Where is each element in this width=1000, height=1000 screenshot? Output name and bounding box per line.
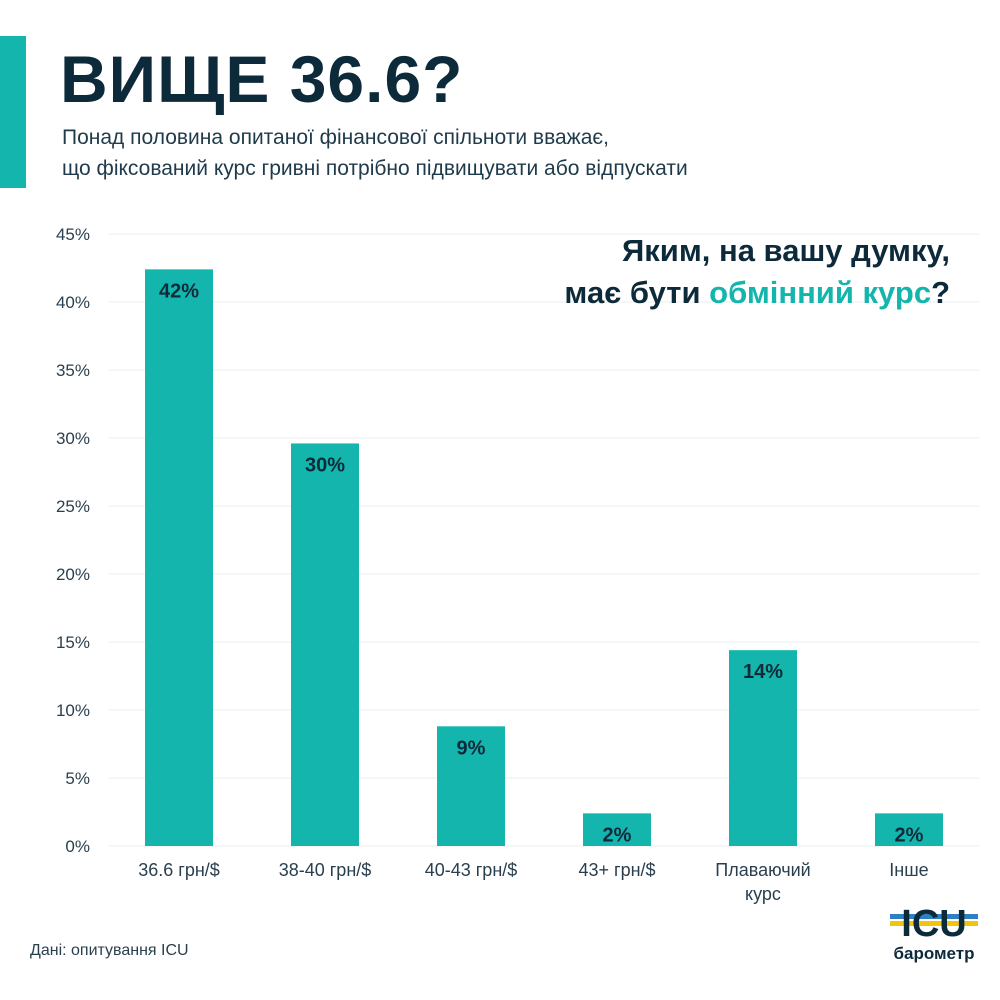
x-tick-label: курс: [745, 884, 781, 904]
question-line-2: має бути обмінний курс?: [564, 272, 950, 314]
x-tick-label: 43+ грн/$: [578, 860, 655, 880]
bar-value-label: 14%: [743, 661, 783, 683]
bar-value-label: 42%: [159, 280, 199, 302]
accent-bar: [0, 36, 26, 188]
logo-mark-text: ICU: [901, 903, 966, 942]
bar-value-label: 30%: [305, 454, 345, 476]
x-axis-labels: 36.6 грн/$ 38-40 грн/$ 40-43 грн/$ 43+ грн/…: [138, 860, 928, 904]
icu-logo-mark-icon: ICU: [890, 903, 978, 942]
page-title: ВИЩЕ 36.6?: [60, 42, 464, 116]
y-tick-label: 0%: [65, 837, 90, 856]
bar-value-label: 9%: [457, 737, 486, 759]
subtitle-line-2: що фіксований курс гривні потрібно підви…: [62, 157, 688, 180]
chart-question: Яким, на вашу думку, має бути обмінний к…: [564, 230, 950, 314]
y-tick-label: 40%: [56, 293, 90, 312]
x-tick-label: Плаваючий: [715, 860, 810, 880]
logo-caption: барометр: [893, 944, 975, 963]
question-line-1: Яким, на вашу думку,: [621, 233, 950, 268]
bar: [291, 443, 359, 846]
bar: [875, 813, 943, 846]
bar-value-label: 2%: [603, 824, 632, 846]
x-tick-label: 38-40 грн/$: [279, 860, 372, 880]
y-tick-label: 5%: [65, 769, 90, 788]
y-tick-label: 10%: [56, 701, 90, 720]
bars: 42% 30% 9% 2% 14% 2%: [145, 269, 943, 846]
x-tick-label: 40-43 грн/$: [425, 860, 518, 880]
x-tick-label: Інше: [889, 860, 928, 880]
icu-barometer-logo: ICU барометр: [886, 900, 982, 970]
y-tick-label: 35%: [56, 361, 90, 380]
question-suffix: ?: [931, 275, 950, 310]
question-highlight: обмінний курс: [709, 275, 932, 310]
page-subtitle: Понад половина опитаної фінансової спіль…: [62, 122, 688, 184]
bar: [145, 269, 213, 846]
y-tick-label: 30%: [56, 429, 90, 448]
bar: [583, 813, 651, 846]
subtitle-line-1: Понад половина опитаної фінансової спіль…: [62, 126, 609, 149]
y-tick-label: 25%: [56, 497, 90, 516]
question-prefix: має бути: [564, 275, 710, 310]
bar: [729, 650, 797, 846]
y-axis-ticks: 0% 5% 10% 15% 20% 25% 30% 35% 40% 45%: [56, 225, 90, 856]
y-tick-label: 20%: [56, 565, 90, 584]
y-tick-label: 45%: [56, 225, 90, 244]
bar: [437, 726, 505, 846]
x-tick-label: 36.6 грн/$: [138, 860, 220, 880]
grid-lines: [108, 233, 980, 847]
data-source-note: Дані: опитування ICU: [30, 942, 189, 959]
y-tick-label: 15%: [56, 633, 90, 652]
bar-value-label: 2%: [895, 824, 924, 846]
